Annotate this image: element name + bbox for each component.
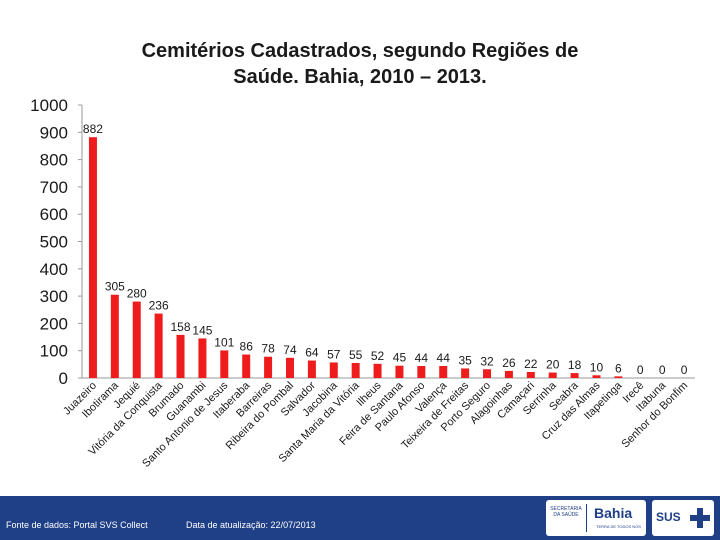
bar: [110, 294, 119, 378]
y-tick-label: 300: [40, 287, 68, 306]
bar: [417, 365, 426, 378]
bar: [88, 137, 97, 378]
bar: [373, 363, 382, 378]
data-label: 64: [305, 346, 319, 360]
bar: [198, 338, 207, 378]
y-tick-label: 500: [40, 233, 68, 252]
y-tick-label: 700: [40, 178, 68, 197]
data-label: 0: [681, 363, 688, 377]
data-label: 35: [458, 353, 472, 367]
bar: [329, 362, 338, 378]
y-tick-label: 200: [40, 314, 68, 333]
data-label: 0: [659, 363, 666, 377]
data-label: 44: [415, 351, 429, 365]
health-cross-icon: [690, 508, 710, 528]
bar: [461, 368, 470, 378]
bar: [242, 354, 251, 378]
bar-chart: 01002003004005006007008009001000882Juaze…: [30, 96, 695, 470]
data-label: 32: [480, 354, 494, 368]
data-label: 305: [105, 280, 125, 294]
bahia-logo-tagline: TERRA DE TODOS NÓS: [596, 524, 641, 529]
y-tick-label: 600: [40, 205, 68, 224]
y-tick-label: 0: [59, 369, 68, 388]
data-label: 6: [615, 361, 622, 375]
data-label: 52: [371, 349, 385, 363]
bar: [526, 371, 535, 378]
bar: [351, 362, 360, 378]
bar: [570, 373, 579, 378]
data-label: 101: [214, 335, 234, 349]
data-label: 78: [261, 342, 275, 356]
bahia-logo: SECRETARIA DA SAÚDE Bahia TERRA DE TODOS…: [546, 500, 646, 536]
bar: [395, 365, 404, 378]
data-label: 10: [590, 360, 604, 374]
y-tick-label: 1000: [30, 96, 68, 115]
data-label: 882: [83, 122, 103, 136]
chart-title-line1: Cemitérios Cadastrados, segundo Regiões …: [141, 40, 579, 62]
bar: [614, 376, 623, 378]
bar: [132, 301, 141, 378]
data-label: 236: [149, 299, 169, 313]
data-label: 55: [349, 348, 363, 362]
bar: [176, 334, 185, 378]
y-tick-label: 800: [40, 151, 68, 170]
data-label: 45: [393, 351, 407, 365]
chart-title-line2: Saúde. Bahia, 2010 – 2013.: [233, 66, 487, 88]
bar: [220, 350, 229, 378]
bahia-logo-text: Bahia: [594, 505, 633, 521]
footer-bar: Fonte de dados: Portal SVS Collect Data …: [0, 496, 720, 540]
data-label: 44: [437, 351, 451, 365]
sus-logo-text: SUS: [656, 510, 681, 524]
bar: [307, 360, 316, 378]
data-label: 26: [502, 356, 516, 370]
update-date: Data de atualização: 22/07/2013: [186, 520, 316, 530]
data-label: 0: [637, 363, 644, 377]
bar: [154, 313, 163, 378]
y-tick-label: 400: [40, 260, 68, 279]
bar: [592, 375, 601, 378]
sus-logo: SUS: [652, 500, 714, 536]
data-label: 57: [327, 347, 341, 361]
data-label: 280: [127, 287, 147, 301]
data-label: 158: [171, 320, 191, 334]
data-label: 20: [546, 358, 560, 372]
data-label: 74: [283, 343, 297, 357]
data-label: 145: [192, 323, 212, 337]
data-label: 86: [240, 340, 254, 354]
bahia-logo-separator: [586, 504, 587, 532]
y-tick-label: 900: [40, 123, 68, 142]
bar: [264, 356, 273, 378]
bar: [483, 369, 492, 378]
data-label: 22: [524, 357, 538, 371]
bar: [548, 372, 557, 378]
data-source: Fonte de dados: Portal SVS Collect: [6, 520, 148, 530]
bahia-logo-small-text: SECRETARIA DA SAÚDE: [550, 506, 582, 518]
data-label: 18: [568, 358, 582, 372]
chart-title: Cemitérios Cadastrados, segundo Regiões …: [60, 38, 660, 90]
bar: [285, 357, 294, 378]
bar: [504, 370, 513, 378]
y-tick-label: 100: [40, 342, 68, 361]
bar: [439, 365, 448, 378]
